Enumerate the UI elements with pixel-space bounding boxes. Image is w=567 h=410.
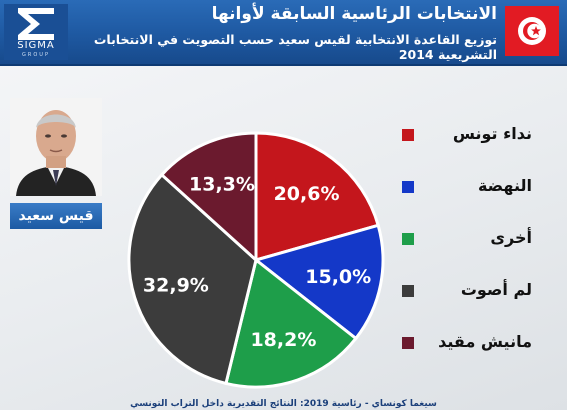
legend-label-other: أخرى xyxy=(490,228,532,247)
legend-swatch-nahdha xyxy=(402,181,414,193)
page-subtitle: توزيع القاعدة الانتخابية لقيس سعيد حسب ا… xyxy=(93,32,497,62)
legend-label-useless: مانيش مقيد xyxy=(438,332,532,351)
legend-item-nahdha: النهضة xyxy=(400,176,560,200)
page-title: الانتخابات الرئاسية السابقة لأوانها xyxy=(211,4,497,24)
legend-swatch-no-vote xyxy=(402,285,414,297)
candidate-photo-icon xyxy=(10,98,102,196)
legend-item-no-vote: لم أصوت xyxy=(400,280,560,304)
logo-name: SIGMA xyxy=(17,40,55,51)
slice-label-nidaa: 20,6% xyxy=(274,183,340,205)
legend-swatch-nidaa xyxy=(402,129,414,141)
header-bar: SIGMA GROUP الانتخابات الرئاسية السابقة … xyxy=(0,0,567,66)
slice-label-no-vote: 32,9% xyxy=(143,275,209,297)
pie-slice-nahdha xyxy=(252,223,385,341)
candidate-name: قيس سعيد xyxy=(10,203,102,229)
pie-slice-other xyxy=(224,257,358,389)
sigma-symbol-icon xyxy=(18,8,54,40)
slice-label-useless: 13,3% xyxy=(189,173,255,195)
pie-slice-nidaa xyxy=(254,131,381,262)
tunisia-flag-icon xyxy=(505,6,559,56)
legend-item-useless: مانيش مقيد xyxy=(400,332,560,356)
slice-label-nahdha: 15,0% xyxy=(305,266,371,288)
pie-slice-useless xyxy=(159,131,258,264)
legend-item-other: أخرى xyxy=(400,228,560,252)
legend-swatch-other xyxy=(402,233,414,245)
legend-swatch-useless xyxy=(402,337,414,349)
legend-label-no-vote: لم أصوت xyxy=(460,280,532,299)
sigma-logo: SIGMA GROUP xyxy=(4,4,68,60)
legend-item-nidaa: نداء تونس xyxy=(400,124,560,148)
candidate-portrait xyxy=(10,98,102,196)
footer-caption: سيغما كونساي - رئاسية 2019: النتائج التق… xyxy=(130,399,437,409)
legend-label-nidaa: نداء تونس xyxy=(452,124,532,143)
pie-slice-no-vote xyxy=(127,172,258,386)
slice-label-other: 18,2% xyxy=(250,329,316,351)
legend-label-nahdha: النهضة xyxy=(477,176,532,195)
logo-tagline: GROUP xyxy=(22,52,50,58)
